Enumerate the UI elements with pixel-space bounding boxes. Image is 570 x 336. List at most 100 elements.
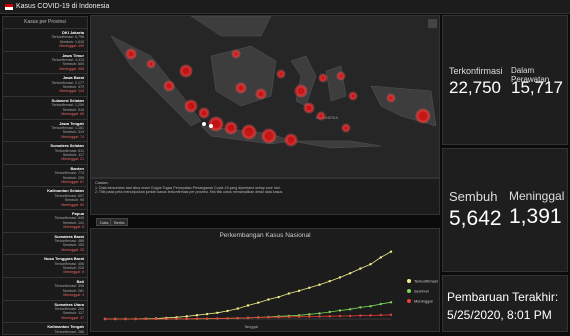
row-value: 488 [78,239,84,244]
row-label: Meninggal: [61,202,79,207]
row-label: Terkonfirmasi: [54,284,77,289]
province-item: DKI Jakarta Terkonfirmasi: 6,798 Sembuh: 1… [3,28,87,51]
province-row: Terkonfirmasi: 398 [3,284,84,288]
data-point [165,317,168,321]
line-chart: Perkembangan Kasus Nasional Tanggal Terk… [103,232,438,329]
province-row: Meninggal: 499 [3,44,84,48]
province-row: Sembuh: 259 [3,176,84,180]
row-label: Terkonfirmasi: [51,80,74,85]
case-dots [125,48,431,147]
row-value: 37 [80,315,84,320]
row-label: Sembuh: [62,266,77,271]
data-point [287,292,291,295]
zoom-button[interactable] [428,19,437,28]
data-point [236,316,239,320]
province-row: Terkonfirmasi: 1,259 [3,103,84,107]
row-value: 50 [80,202,84,207]
data-point [297,289,301,293]
row-value: 516 [78,107,84,112]
row-label: Sembuh: [62,288,77,293]
header: Kasus COVID-19 di Indonesia [0,0,570,14]
province-item: Kalimantan Selatan Terkonfirmasi: 657 Semb… [3,186,87,209]
stat-value: 15,717 [511,78,563,97]
row-label: Sembuh: [64,198,79,203]
data-point [195,317,199,320]
row-value: 21 [80,157,84,162]
row-label: Terkonfirmasi: [54,261,77,266]
flag-icon [5,4,13,10]
row-value: 259 [78,175,84,180]
row-label: Meninggal: [59,44,77,49]
province-row: Sembuh: 516 [3,108,84,112]
data-point [348,308,352,311]
row-label: Meninggal: [61,157,79,162]
data-point [379,313,382,317]
province-row: Sembuh: 95 [3,334,84,335]
data-point [267,316,270,319]
province-row: Terkonfirmasi: 6,798 [3,35,84,39]
row-label: Meninggal: [61,315,79,320]
notes-title: Catatan: [95,181,109,185]
row-value: 774 [78,171,84,176]
row-value: 288 [78,329,84,334]
row-label: Sembuh: [65,334,79,335]
province-name: Kalimantan Tengah [47,324,84,330]
province-list: Kasus per Provinsi DKI Jakarta Terkonfirm… [2,16,88,335]
row-label: Sembuh: [62,85,77,90]
row-value: 67 [80,179,84,184]
data-point [277,315,280,319]
data-point [318,283,321,286]
province-row: Sembuh: 155 [3,243,84,247]
row-label: Terkonfirmasi: [51,125,74,130]
row-value: 98 [80,198,84,203]
row-value: 657 [78,193,84,198]
row-value: 226 [78,266,84,271]
province-name: Papua [71,211,84,216]
data-point [185,315,188,318]
row-label: Meninggal: [63,225,81,230]
province-row: Sembuh: 479 [3,85,84,89]
row-value: 281 [78,288,84,293]
row-label: Meninggal: [59,89,77,94]
tab[interactable]: Berita [110,218,129,226]
jakarta-marker [202,122,206,126]
data-point [359,314,362,317]
data-point [369,305,372,308]
province-item: Sumatera Utara Terkonfirmasi: 266 Sembuh: … [3,299,87,323]
data-point [257,316,260,319]
data-point [318,315,321,318]
list-items: DKI Jakarta Terkonfirmasi: 6,798 Sembuh: 1… [3,28,87,335]
data-point [226,309,229,313]
data-point [389,313,393,317]
map[interactable]: INDONESIA [90,15,440,178]
province-row: Meninggal: 4 [3,293,84,297]
province-row: Sembuh: 1,618 [3,40,84,44]
row-label: Meninggal: [61,134,79,139]
province-item: Banten Terkonfirmasi: 774 Sembuh: 259 Menin… [3,163,87,187]
data-point [389,250,393,253]
row-value: 117 [78,311,84,316]
province-row: Terkonfirmasi: 640 [3,216,84,220]
data-point [308,313,311,316]
row-value: 95 [80,334,84,335]
province-row: Meninggal: 67 [3,180,84,184]
row-label: Meninggal: [61,179,79,184]
province-name: Nusa Tenggara Barat [44,256,84,262]
province-row: Sembuh: 319 [3,130,84,134]
province-item: Sumatera Selatan Terkonfirmasi: 611 Sembuh… [3,141,87,164]
province-row: Terkonfirmasi: 1,181 [3,126,84,130]
province-row: Terkonfirmasi: 611 [3,149,84,153]
legend-swatch [407,279,411,283]
province-row: Terkonfirmasi: 266 [3,307,84,311]
stat-panel: Sembuh 5,642 Meninggal 1,391 [442,148,568,272]
row-label: Terkonfirmasi: [54,148,78,153]
data-point [348,272,352,275]
row-value: 600 [78,62,84,67]
row-value: 499 [78,44,84,49]
row-value: 640 [78,216,84,221]
province-row: Sembuh: 141 [3,221,84,225]
row-value: 143 [78,89,84,94]
data-point [308,315,311,318]
row-label: Meninggal: [63,293,81,298]
